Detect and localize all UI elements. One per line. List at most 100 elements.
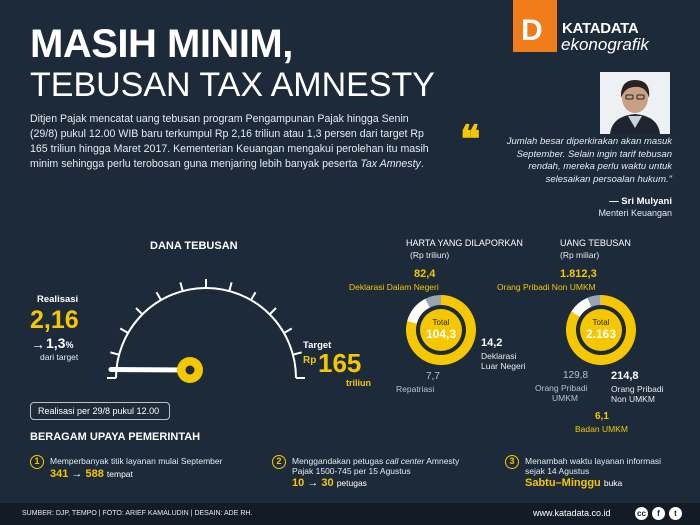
harta-slice: [407, 298, 430, 324]
harta-slice2-label1: Deklarasi: [481, 351, 517, 361]
effort-2-from: 10: [292, 477, 305, 489]
gauge-tick: [292, 351, 302, 356]
harta-center-value: 104,3: [425, 327, 457, 341]
effort-2-text-line2: Pajak 1500-745 per 15 Agustus: [292, 466, 411, 476]
effort-2-to: 30: [321, 477, 334, 489]
effort-3-number: 3: [505, 455, 519, 469]
pct-unit: %: [65, 340, 74, 350]
quote-icon: ❝: [460, 116, 481, 161]
effort-2-text-pre: Menggandakan petugas: [292, 456, 386, 466]
effort-2-text-italic: call center: [385, 456, 425, 466]
gauge-tick: [268, 307, 277, 316]
tebusan-center-label: Total: [592, 318, 610, 327]
intro-italic: Tax Amnesty: [360, 158, 421, 170]
effort-2-unit: petugas: [336, 478, 367, 488]
brand-name: KATADATA: [562, 20, 639, 37]
harta-slice2-value: 14,2: [481, 337, 503, 349]
effort-3-values: Sabtu–Minggu buka: [525, 477, 622, 489]
tebusan-slice3-label1: Orang Pribadi: [535, 383, 588, 393]
tebusan-center-value: 2.163: [585, 327, 617, 341]
effort-1-text: Memperbanyak titik layanan mulai Septemb…: [50, 456, 223, 466]
tebusan-donut-core: [580, 309, 622, 351]
tebusan-slice2-label2: Non UMKM: [611, 394, 655, 404]
tebusan-slice: [571, 297, 592, 317]
tebusan-slice3-label2: UMKM: [552, 393, 578, 403]
realisasi-value: 2,16: [30, 306, 79, 334]
page-title-line1: MASIH MINIM,: [30, 22, 293, 66]
creative-commons-icon[interactable]: cc: [635, 507, 648, 520]
effort-1-values: 341 → 588 tempat: [50, 468, 133, 480]
intro-text: Ditjen Pajak mencatat uang tebusan progr…: [30, 113, 429, 170]
brand-logo-mark: D: [521, 14, 543, 47]
tebusan-donut-slices: [566, 295, 636, 365]
harta-center-label: Total: [432, 318, 450, 327]
arrow-right-icon: →: [71, 468, 83, 480]
brand-subname: ekonografik: [561, 35, 649, 54]
footer-source: SUMBER: DJP, TEMPO | FOTO: ARIEF KAMALUD…: [22, 510, 253, 517]
twitter-icon[interactable]: t: [669, 507, 682, 520]
footer-website-link[interactable]: www.katadata.co.id: [533, 508, 611, 518]
gauge-tick: [155, 291, 162, 301]
efforts-title: BERAGAM UPAYA PEMERINTAH: [30, 431, 201, 443]
quote-author-role: Menteri Keuangan: [598, 208, 672, 218]
gauge-tick: [250, 291, 257, 301]
target-unit: triliun: [346, 378, 371, 388]
gauge-tick: [179, 282, 184, 292]
pct-value: 1,3%: [46, 335, 73, 351]
harta-title: HARTA YANG DILAPORKAN: [406, 238, 523, 248]
gauge-tick: [283, 327, 293, 334]
intro-end: .: [420, 158, 424, 170]
gauge-needle: [108, 366, 193, 373]
harta-slice2-label2: Luar Negeri: [481, 361, 526, 371]
harta-slice: [425, 295, 441, 308]
quote-text: Jumlah besar diperkirakan akan masuk Sep…: [506, 136, 672, 185]
pct-caption: dari target: [40, 352, 79, 362]
effort-2-text-post: Amnesty: [424, 456, 460, 466]
gauge-ticks: [107, 279, 305, 379]
page-title-line2: TEBUSAN TAX AMNESTY: [30, 66, 435, 104]
effort-2-number: 2: [272, 455, 286, 469]
speaker-portrait: [600, 72, 670, 134]
tebusan-slice4-value: 6,1: [595, 411, 609, 422]
pct-arrow-icon: →: [31, 336, 45, 352]
tebusan-donut: [566, 295, 636, 365]
tebusan-slice2-value: 214,8: [611, 370, 639, 382]
harta-subtitle: (Rp triliun): [410, 250, 450, 260]
target-currency: Rp: [303, 355, 317, 366]
target-value: 165: [318, 348, 362, 378]
harta-slice3-label: Repatriasi: [396, 384, 435, 394]
effort-1-to: 588: [85, 468, 104, 480]
harta-slice1-value: 82,4: [414, 268, 436, 280]
effort-2-text: Menggandakan petugas call center Amnesty: [292, 456, 459, 466]
brand-logo-box: [513, 0, 557, 52]
harta-donut-slices: [406, 295, 476, 365]
harta-slice1-label: Deklarasi Dalam Negeri: [349, 282, 439, 292]
tebusan-slice: [587, 295, 601, 307]
footer-bar: [0, 503, 700, 525]
gauge-title: DANA TEBUSAN: [150, 240, 238, 252]
harta-slice3-value: 7,7: [426, 371, 440, 382]
gauge-tick: [135, 307, 144, 316]
facebook-icon[interactable]: f: [652, 507, 665, 520]
harta-donut: [406, 295, 476, 365]
pct-number: 1,3: [46, 335, 66, 351]
effort-2-values: 10 → 30 petugas: [292, 477, 367, 489]
tebusan-slice1-value: 1.812,3: [560, 268, 597, 280]
realisasi-note: Realisasi per 29/8 pukul 12.00: [30, 402, 170, 420]
gauge-chart: [107, 279, 305, 383]
effort-1-from: 341: [50, 468, 69, 480]
effort-3-unit: buka: [603, 478, 623, 488]
tebusan-slice2-label1: Orang Pribadi: [611, 384, 664, 394]
gauge-hub-center: [185, 365, 195, 375]
gauge-tick: [228, 282, 233, 292]
effort-3-text-line2: sejak 14 Agustus: [525, 466, 590, 476]
tebusan-subtitle: (Rp miliar): [560, 250, 600, 260]
tebusan-slice3-value: 129,8: [563, 370, 589, 381]
harta-donut-core: [420, 309, 462, 351]
gauge-tick: [119, 327, 129, 334]
target-label: Target: [303, 340, 332, 351]
tebusan-title: UANG TEBUSAN: [560, 238, 631, 248]
quote-author: — Sri Mulyani: [609, 196, 672, 207]
effort-3-text: Menambah waktu layanan informasi: [525, 456, 662, 466]
effort-1-number: 1: [30, 455, 44, 469]
